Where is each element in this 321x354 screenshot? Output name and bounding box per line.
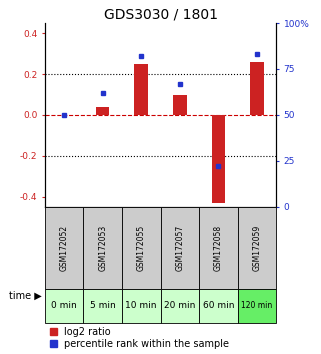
Bar <box>160 207 199 289</box>
Bar <box>45 289 83 323</box>
Bar <box>83 289 122 323</box>
Title: GDS3030 / 1801: GDS3030 / 1801 <box>103 8 218 22</box>
Bar <box>212 115 225 203</box>
Bar <box>238 289 276 323</box>
Bar <box>250 62 264 115</box>
Bar <box>199 207 238 289</box>
Text: GSM172055: GSM172055 <box>137 225 146 271</box>
Bar <box>122 207 160 289</box>
Bar <box>238 207 276 289</box>
Text: 0 min: 0 min <box>51 302 77 310</box>
Bar <box>160 289 199 323</box>
Legend: log2 ratio, percentile rank within the sample: log2 ratio, percentile rank within the s… <box>50 327 230 349</box>
Bar <box>45 207 83 289</box>
Bar <box>173 95 187 115</box>
Bar <box>122 289 160 323</box>
Text: 60 min: 60 min <box>203 302 234 310</box>
Text: 120 min: 120 min <box>241 302 273 310</box>
Bar <box>96 107 109 115</box>
Bar <box>199 289 238 323</box>
Text: 5 min: 5 min <box>90 302 116 310</box>
Bar <box>83 207 122 289</box>
Text: 20 min: 20 min <box>164 302 195 310</box>
Text: 10 min: 10 min <box>126 302 157 310</box>
Text: GSM172053: GSM172053 <box>98 225 107 271</box>
Bar <box>134 64 148 115</box>
Text: GSM172052: GSM172052 <box>60 225 69 271</box>
Text: time ▶: time ▶ <box>9 291 42 301</box>
Text: GSM172057: GSM172057 <box>175 225 184 271</box>
Text: GSM172059: GSM172059 <box>252 225 261 271</box>
Text: GSM172058: GSM172058 <box>214 225 223 271</box>
